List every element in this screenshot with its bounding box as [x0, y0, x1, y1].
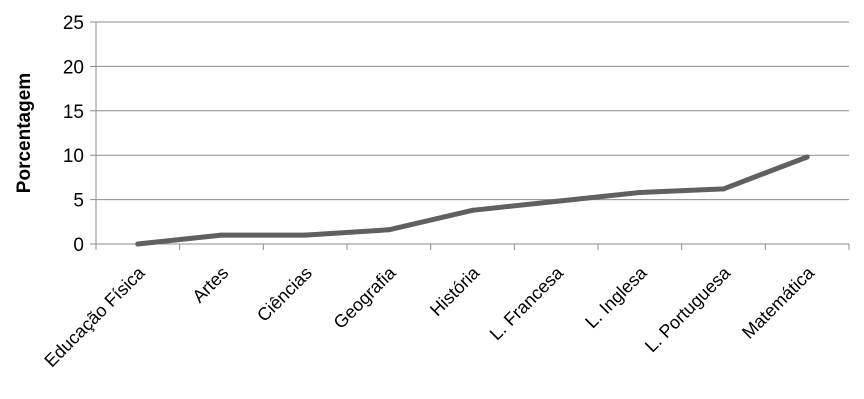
data-point: [386, 227, 392, 233]
y-tick-label: 5: [73, 191, 84, 212]
x-category-label: História: [426, 262, 484, 320]
y-tick-label: 20: [63, 57, 84, 78]
grid-lines: [96, 21, 849, 201]
y-tick-label: 15: [63, 102, 84, 123]
data-point: [302, 232, 308, 238]
data-point: [553, 198, 559, 204]
data-point: [219, 232, 224, 238]
y-tick-label: 25: [63, 13, 84, 34]
x-category-label: Ciências: [253, 263, 316, 326]
x-category-label: Educação Física: [40, 262, 149, 371]
x-category-label: L. Francesa: [486, 262, 568, 344]
series-layer: [135, 154, 810, 247]
x-category-label: L. Portuguesa: [641, 262, 735, 356]
series-line: [135, 154, 810, 247]
data-point: [135, 241, 141, 247]
data-point: [637, 189, 643, 195]
x-category-label: L. Inglesa: [581, 262, 651, 332]
y-tick-label: 0: [73, 235, 84, 256]
axes: [90, 21, 850, 250]
data-point: [804, 154, 810, 160]
y-tick-labels: 0 5 10 15 20 25: [63, 13, 84, 256]
data-point: [721, 186, 726, 192]
x-category-label: Matemática: [738, 262, 819, 343]
x-category-label: Geografia: [330, 262, 401, 333]
y-tick-label: 10: [63, 146, 84, 167]
x-category-labels: Educação Física Artes Ciências Geografia His…: [40, 262, 818, 371]
data-point: [470, 207, 475, 213]
y-axis-title: Porcentagem: [14, 73, 35, 193]
x-category-label: Artes: [188, 263, 232, 307]
